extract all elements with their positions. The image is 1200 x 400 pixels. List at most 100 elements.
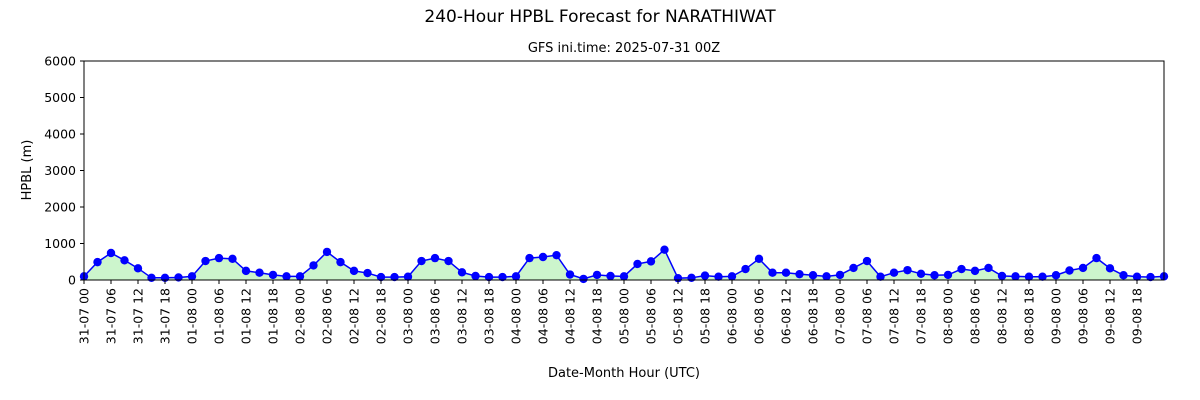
x-tick-label-31: 07-08 18 [914,288,929,344]
x-tick-label-11: 02-08 18 [374,288,389,344]
data-point-72 [1051,271,1061,280]
data-point-23 [390,272,399,282]
y-tick-label-4000: 4000 [44,127,76,142]
data-point-33 [525,253,534,263]
data-point-47 [714,272,723,281]
chart-title: 240-Hour HPBL Forecast for NARATHIWAT [424,7,776,27]
x-tick-label-19: 04-08 18 [590,288,605,344]
data-point-62 [916,269,926,278]
data-point-42 [646,257,656,266]
x-tick-label-27: 06-08 18 [806,288,821,344]
data-point-20 [349,266,359,276]
data-point-25 [417,256,426,266]
data-point-60 [889,268,899,277]
y-tick-label-0: 0 [68,273,76,288]
x-tick-label-15: 03-08 18 [482,288,497,344]
data-point-76 [1105,264,1115,273]
x-tick-label-1: 31-07 06 [104,288,119,344]
data-point-12 [241,266,251,276]
data-point-15 [282,272,291,281]
x-tick-label-33: 08-08 06 [968,288,983,344]
x-tick-label-7: 01-08 18 [266,288,281,344]
x-tick-label-18: 04-08 12 [563,288,578,344]
x-tick-label-25: 06-08 06 [752,288,767,344]
x-tick-label-36: 09-08 00 [1049,288,1064,344]
data-point-2 [106,248,116,258]
data-point-30 [484,272,494,282]
data-point-34 [538,252,548,262]
x-tick-label-5: 01-08 06 [212,288,227,344]
data-point-10 [214,253,224,263]
y-tick-label-2000: 2000 [44,200,76,215]
data-point-48 [727,272,737,281]
data-point-32 [511,272,521,281]
data-point-75 [1092,253,1101,263]
data-point-19 [336,257,345,267]
data-point-26 [430,253,440,263]
x-tick-label-9: 02-08 06 [320,288,335,344]
y-tick-label-6000: 6000 [44,54,76,69]
data-point-13 [255,268,264,277]
x-tick-label-3: 31-07 18 [158,288,173,344]
x-tick-label-12: 03-08 00 [401,288,416,344]
data-point-40 [619,272,629,281]
x-tick-label-22: 05-08 12 [671,288,686,344]
data-point-70 [1024,272,1034,281]
data-point-49 [741,264,750,274]
data-point-61 [903,265,912,275]
data-point-22 [376,272,386,282]
data-point-31 [498,272,507,282]
data-point-43 [660,245,669,254]
data-point-63 [930,271,939,280]
data-point-18 [322,247,332,257]
x-tick-label-2: 31-07 12 [131,288,146,344]
data-point-41 [633,259,642,269]
data-point-37 [579,274,588,284]
y-tick-label-3000: 3000 [44,163,76,178]
y-tick-label-5000: 5000 [44,90,76,105]
data-point-59 [876,272,885,281]
data-point-64 [943,270,953,280]
x-tick-label-21: 05-08 06 [644,288,659,344]
data-point-45 [687,273,696,283]
data-point-4 [133,264,143,273]
x-tick-label-20: 05-08 00 [617,288,632,344]
data-point-56 [835,270,845,280]
x-tick-label-14: 03-08 12 [455,288,470,344]
x-tick-label-23: 05-08 18 [698,288,713,344]
x-tick-label-26: 06-08 12 [779,288,794,344]
data-point-35 [552,250,561,260]
x-tick-label-10: 02-08 12 [347,288,362,344]
data-point-50 [754,254,764,264]
x-tick-label-13: 03-08 06 [428,288,443,344]
x-tick-label-28: 07-08 00 [833,288,848,344]
chart-subtitle: GFS ini.time: 2025-07-31 00Z [528,41,720,56]
x-tick-label-38: 09-08 12 [1103,288,1118,344]
x-tick-label-34: 08-08 12 [995,288,1010,344]
x-tick-label-30: 07-08 12 [887,288,902,344]
x-tick-label-37: 09-08 06 [1076,288,1091,344]
data-point-11 [228,254,237,264]
data-point-71 [1038,272,1047,281]
data-point-16 [295,272,305,281]
data-point-46 [700,271,710,280]
x-axis-label: Date-Month Hour (UTC) [548,366,700,381]
data-point-1 [93,257,102,267]
data-point-74 [1078,263,1088,273]
data-point-14 [268,270,278,280]
data-point-28 [457,268,467,277]
data-point-38 [592,270,602,280]
data-point-3 [120,256,129,265]
x-tick-label-35: 08-08 18 [1022,288,1037,344]
data-point-67 [984,263,993,273]
x-tick-label-32: 08-08 00 [941,288,956,344]
x-tick-label-0: 31-07 00 [77,288,92,344]
y-tick-label-1000: 1000 [44,236,76,251]
x-tick-label-16: 04-08 00 [509,288,524,344]
data-point-9 [201,256,210,266]
x-tick-label-17: 04-08 06 [536,288,551,344]
x-tick-label-8: 02-08 00 [293,288,308,344]
data-point-36 [565,270,575,279]
x-tick-label-4: 01-08 00 [185,288,200,344]
